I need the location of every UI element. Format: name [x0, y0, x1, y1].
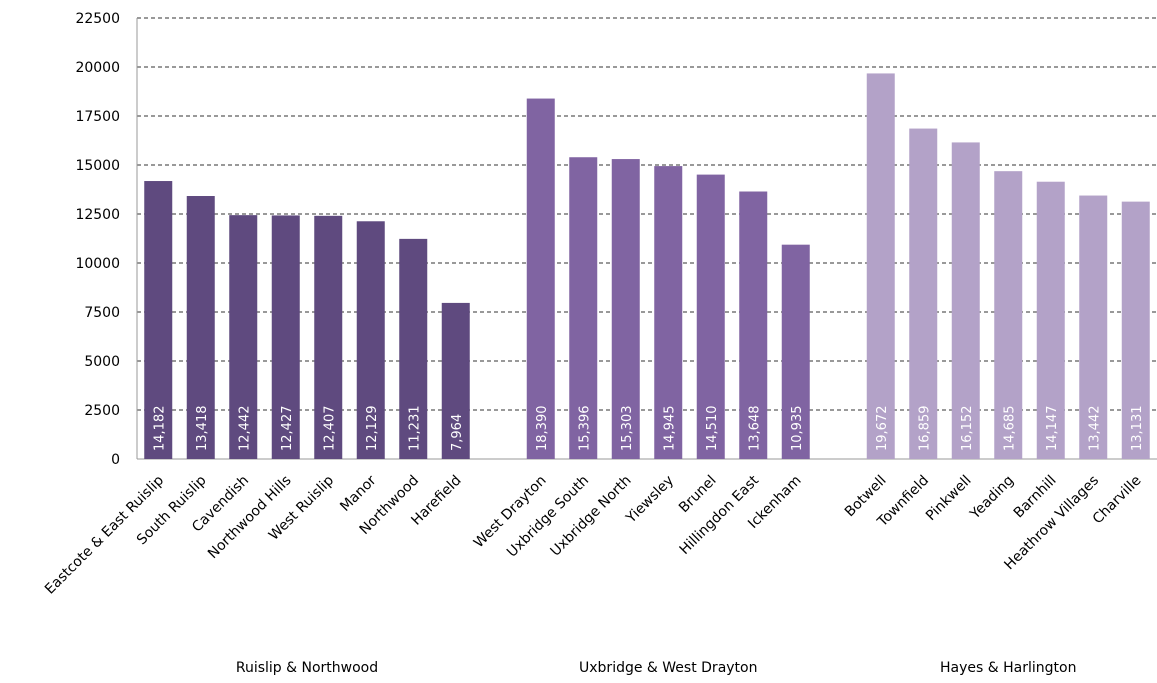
value-label: 12,129 [365, 406, 380, 452]
bar [951, 142, 980, 459]
value-label: 13,648 [747, 406, 762, 452]
value-label: 16,152 [960, 406, 975, 452]
bar [314, 215, 343, 459]
value-label: 19,672 [875, 406, 890, 452]
y-tick-label: 12500 [75, 207, 120, 223]
y-tick-label: 15000 [75, 158, 120, 174]
y-tick-label: 2500 [84, 403, 120, 419]
value-label: 15,396 [577, 406, 592, 452]
bar [229, 215, 258, 459]
x-tick-label: Yeading [967, 473, 1018, 524]
value-label: 7,964 [450, 414, 465, 451]
value-label: 14,945 [662, 406, 677, 452]
bar [356, 221, 385, 459]
bar [186, 196, 215, 459]
value-label: 12,442 [237, 406, 252, 452]
bar [994, 171, 1023, 459]
value-label: 13,131 [1130, 406, 1145, 452]
value-label: 12,407 [322, 406, 337, 452]
y-tick-label: 17500 [75, 109, 120, 125]
bar [1079, 195, 1108, 459]
bar [611, 159, 640, 459]
y-tick-label: 5000 [84, 354, 120, 370]
bar [399, 238, 428, 459]
bar [696, 174, 725, 459]
bar [526, 98, 555, 459]
y-tick-label: 7500 [84, 305, 120, 321]
bar [271, 215, 300, 459]
bar [441, 302, 470, 459]
x-tick-label: Uxbridge North [548, 473, 635, 560]
x-tick-label: West Drayton [471, 473, 550, 552]
x-tick-label: Manor [337, 472, 379, 514]
bar [781, 244, 810, 459]
bar [569, 157, 598, 459]
bar [909, 128, 938, 459]
value-label: 13,442 [1087, 406, 1102, 452]
group-label: Hayes & Harlington [940, 660, 1076, 676]
bar [739, 191, 768, 459]
bar [1036, 181, 1065, 459]
value-label: 14,685 [1002, 406, 1017, 452]
group-label: Ruislip & Northwood [236, 660, 378, 676]
bar [654, 166, 683, 459]
y-tick-label: 10000 [75, 256, 120, 272]
value-label: 16,859 [917, 406, 932, 452]
group-label: Uxbridge & West Drayton [579, 660, 757, 676]
bar [1121, 201, 1150, 460]
y-tick-label: 20000 [75, 60, 120, 76]
value-label: 11,231 [407, 406, 422, 452]
x-tick-label: Pinkwell [923, 473, 975, 525]
value-label: 13,418 [195, 406, 210, 452]
y-tick-label: 0 [111, 452, 120, 468]
bar [144, 181, 173, 459]
y-tick-label: 22500 [75, 11, 120, 27]
value-label: 14,182 [152, 406, 167, 452]
value-label: 10,935 [790, 406, 805, 452]
value-label: 14,147 [1045, 406, 1060, 452]
value-label: 15,303 [620, 406, 635, 452]
value-label: 14,510 [705, 406, 720, 452]
value-label: 18,390 [535, 406, 550, 452]
bar [866, 73, 895, 459]
value-label: 12,427 [280, 406, 295, 452]
